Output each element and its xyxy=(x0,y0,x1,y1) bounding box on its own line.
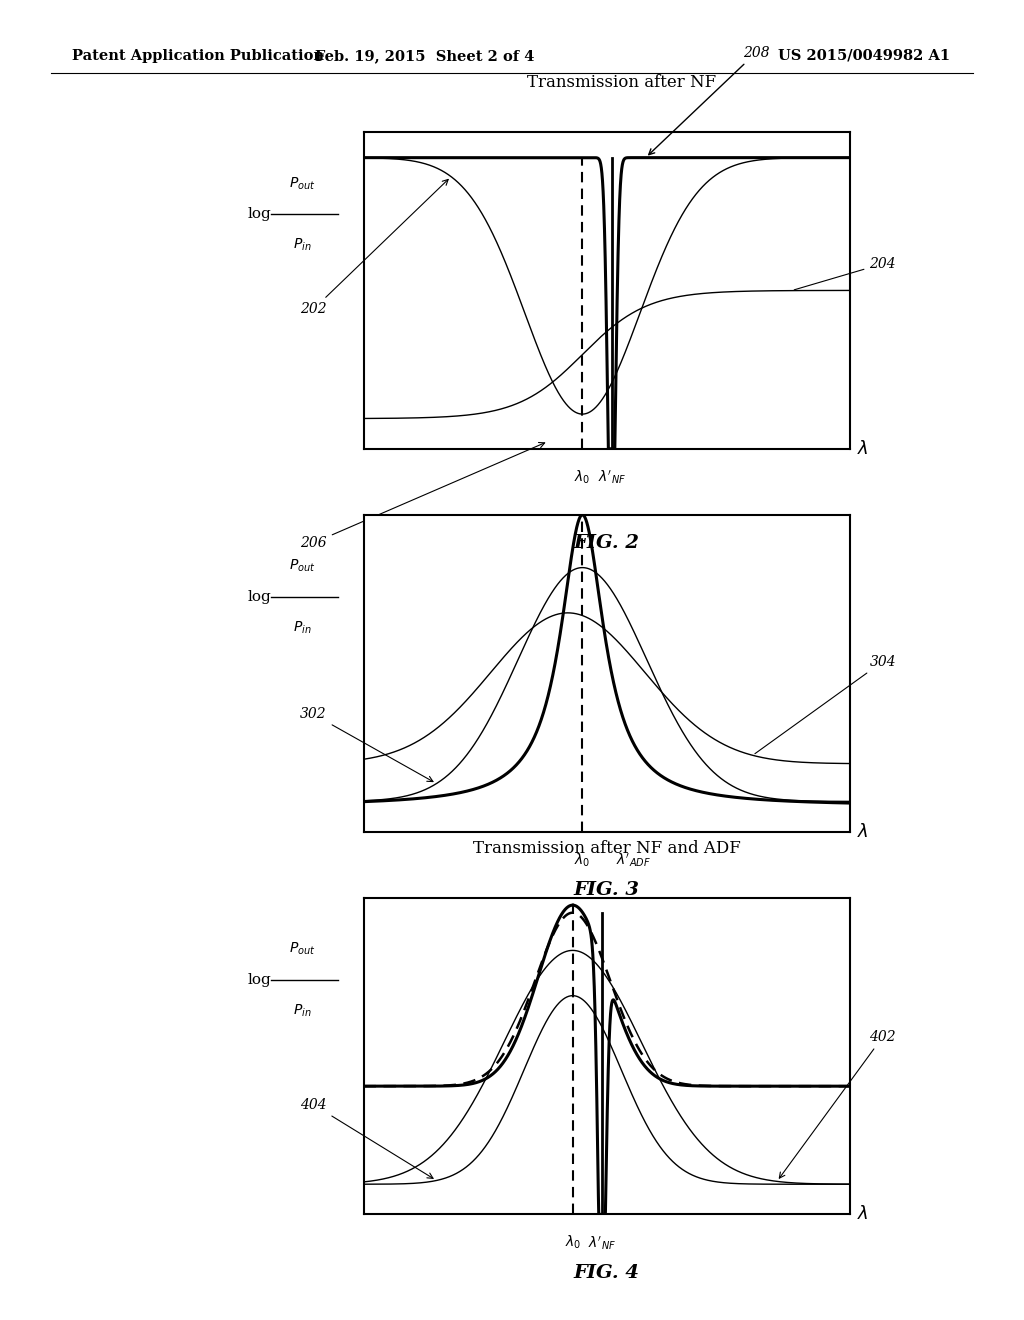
Text: Transmission after NF and ADF: Transmission after NF and ADF xyxy=(473,840,740,857)
Text: FIG. 3: FIG. 3 xyxy=(573,880,640,899)
Text: $\lambda_0$: $\lambda_0$ xyxy=(564,1234,581,1251)
Text: $\mathit{P}_{in}$: $\mathit{P}_{in}$ xyxy=(293,1002,311,1019)
Text: $\lambda$: $\lambda$ xyxy=(857,822,868,841)
Text: $\mathit{P}_{in}$: $\mathit{P}_{in}$ xyxy=(293,236,311,253)
Text: $\lambda_0$: $\lambda_0$ xyxy=(574,469,591,486)
Text: 208: 208 xyxy=(649,46,770,154)
Text: $\mathit{P}_{in}$: $\mathit{P}_{in}$ xyxy=(293,619,311,636)
Text: 404: 404 xyxy=(300,1098,433,1179)
Text: $\mathit{P}_{out}$: $\mathit{P}_{out}$ xyxy=(289,558,315,574)
Text: $\lambda'_{NF}$: $\lambda'_{NF}$ xyxy=(598,469,626,486)
Text: 302: 302 xyxy=(300,708,433,781)
Text: 304: 304 xyxy=(755,655,896,754)
Text: log: log xyxy=(248,590,271,605)
Text: log: log xyxy=(248,973,271,987)
Text: FIG. 4: FIG. 4 xyxy=(573,1263,640,1282)
Text: $\lambda'_{ADF}$: $\lambda'_{ADF}$ xyxy=(616,851,651,869)
Text: 206: 206 xyxy=(300,442,545,550)
Text: $\lambda$: $\lambda$ xyxy=(857,440,868,458)
Text: FIG. 2: FIG. 2 xyxy=(573,533,640,552)
Text: $\lambda_0$: $\lambda_0$ xyxy=(574,851,591,869)
Text: US 2015/0049982 A1: US 2015/0049982 A1 xyxy=(778,49,950,63)
Text: 204: 204 xyxy=(795,257,896,290)
Text: log: log xyxy=(248,207,271,222)
Text: Patent Application Publication: Patent Application Publication xyxy=(72,49,324,63)
Text: Transmission after NF: Transmission after NF xyxy=(526,74,716,91)
Text: 402: 402 xyxy=(779,1030,896,1179)
Text: 202: 202 xyxy=(300,180,449,315)
Text: $\mathit{P}_{out}$: $\mathit{P}_{out}$ xyxy=(289,941,315,957)
Text: $\lambda$: $\lambda$ xyxy=(857,1205,868,1224)
Text: Feb. 19, 2015  Sheet 2 of 4: Feb. 19, 2015 Sheet 2 of 4 xyxy=(315,49,535,63)
Text: $\lambda'_{NF}$: $\lambda'_{NF}$ xyxy=(588,1234,615,1251)
Text: $\mathit{P}_{out}$: $\mathit{P}_{out}$ xyxy=(289,176,315,191)
